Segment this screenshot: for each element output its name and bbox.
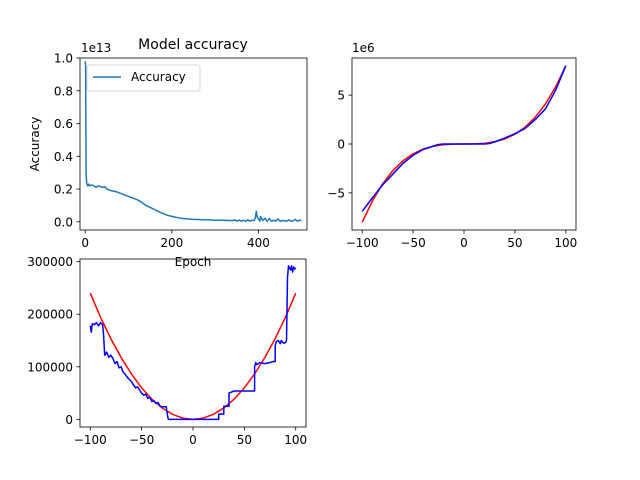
accuracy-y-tick-label: 0.6: [54, 117, 73, 131]
accuracy-y-tick-label: 1.0: [54, 52, 73, 66]
quadratic-ticks-layer: −100 −50 0 50 100 0 100000 200000 300000: [27, 255, 307, 447]
cubic-x-tick-label: −50: [400, 236, 425, 250]
accuracy-legend: Accuracy: [86, 64, 201, 92]
legend-box: [86, 64, 201, 92]
quadratic-y-tick-label: 100000: [27, 360, 73, 374]
quadratic-y-tick-label: 200000: [27, 308, 73, 322]
quadratic-axes-frame: [79, 258, 307, 428]
accuracy-y-offset-text: 1e13: [81, 41, 111, 55]
cubic-x-tick-label: 0: [460, 236, 468, 250]
accuracy-x-axis-label: Epoch: [175, 255, 212, 269]
accuracy-y-tick-label: 0.4: [54, 150, 73, 164]
accuracy-y-tick-label: 0.8: [54, 84, 73, 98]
cubic-y-tick-label: 0: [337, 138, 345, 152]
quadratic-x-tick-label: −50: [129, 433, 154, 447]
accuracy-chart-title: Model accuracy: [138, 37, 248, 53]
quadratic-x-tick-label: 0: [189, 433, 197, 447]
quadratic-series-layer: [89, 265, 297, 421]
accuracy-subplot: Model accuracy 1e13 0 200 4000.00.20.40.60…: [28, 37, 308, 269]
accuracy-x-tick-label: 400: [247, 236, 270, 250]
cubic-x-tick-label: 100: [554, 236, 577, 250]
accuracy-ticks-layer: 0 200 400 0.0 0.2 0.4 0.6 0.8 1.0: [54, 52, 270, 251]
cubic-y-tick-label: −5: [327, 186, 345, 200]
cubic-fit-subplot: 1e6 −100 −50 0 50 100−505: [327, 41, 577, 250]
accuracy-series-line-accuracy: [84, 61, 302, 223]
cubic-series-line-2: [361, 65, 567, 212]
quadratic-x-tick-label: 50: [237, 433, 252, 447]
cubic-y-tick-label: 5: [337, 89, 345, 103]
quadratic-y-tick-label: 0: [65, 413, 73, 427]
quadratic-series-line-2: [89, 265, 297, 421]
cubic-y-offset-text: 1e6: [352, 41, 375, 55]
accuracy-y-axis-label: Accuracy: [28, 117, 42, 172]
accuracy-axes-frame: [79, 57, 308, 231]
cubic-x-tick-label: −100: [346, 236, 379, 250]
quadratic-fit-subplot: −100 −50 0 50 100 0 100000 200000 300000: [27, 255, 307, 447]
accuracy-y-tick-label: 0.2: [54, 183, 73, 197]
accuracy-y-tick-label: 0.0: [54, 215, 73, 229]
accuracy-x-tick-label: 200: [160, 236, 183, 250]
accuracy-x-tick-label: 0: [81, 236, 89, 250]
quadratic-x-tick-label: 100: [284, 433, 307, 447]
cubic-ticks-layer: −100 −50 0 50 100−505: [327, 89, 577, 250]
accuracy-series-layer: [84, 61, 302, 223]
cubic-series-layer: [361, 65, 567, 223]
quadratic-x-tick-label: −100: [74, 433, 107, 447]
legend-label-accuracy: Accuracy: [131, 70, 186, 84]
cubic-axes-frame: [351, 57, 577, 231]
quadratic-y-tick-label: 300000: [27, 255, 73, 269]
cubic-x-tick-label: 50: [507, 236, 522, 250]
